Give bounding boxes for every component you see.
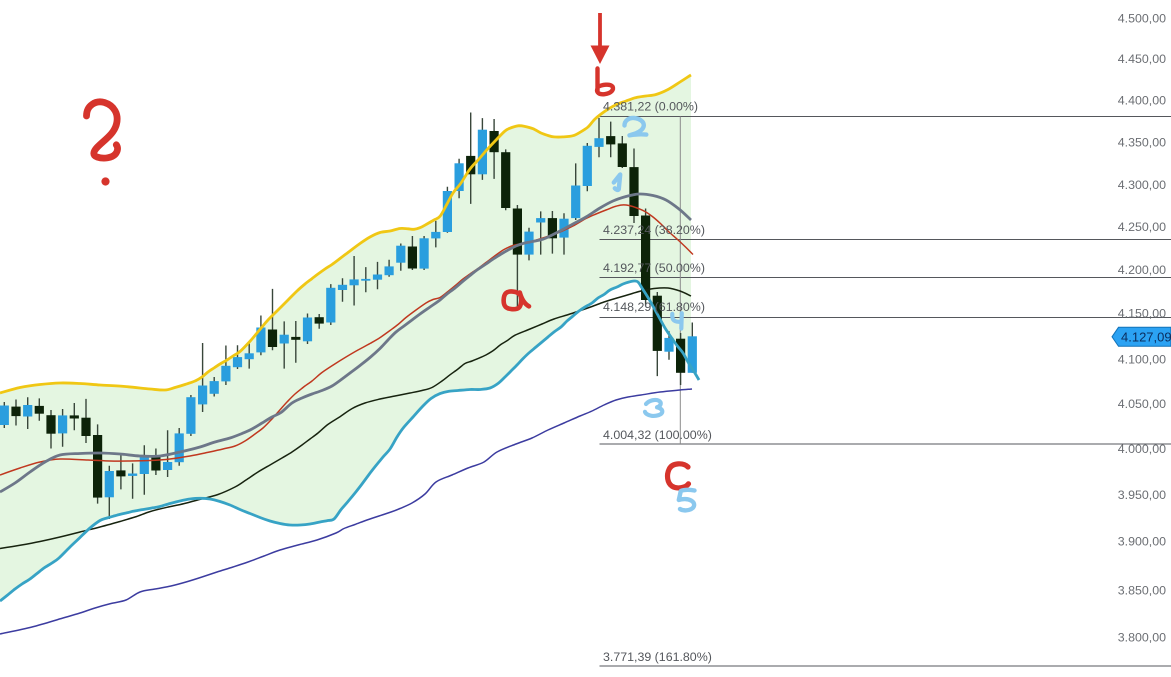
svg-text:4.200,00: 4.200,00 (1118, 263, 1166, 277)
svg-text:4.237,24 (38.20%): 4.237,24 (38.20%) (603, 223, 705, 237)
svg-text:4.127,09: 4.127,09 (1121, 329, 1171, 344)
svg-text:4.350,00: 4.350,00 (1118, 136, 1166, 150)
svg-text:4.004,32 (100.00%): 4.004,32 (100.00%) (603, 428, 712, 442)
svg-text:4.100,00: 4.100,00 (1118, 352, 1166, 366)
svg-text:4.381,22 (0.00%): 4.381,22 (0.00%) (603, 99, 698, 113)
svg-text:3.850,00: 3.850,00 (1118, 583, 1166, 597)
svg-text:4.300,00: 4.300,00 (1118, 178, 1166, 192)
svg-text:4.192,77 (50.00%): 4.192,77 (50.00%) (603, 261, 705, 275)
svg-text:4.150,00: 4.150,00 (1118, 306, 1166, 320)
svg-text:4.250,00: 4.250,00 (1118, 220, 1166, 234)
svg-text:4.400,00: 4.400,00 (1118, 94, 1166, 108)
svg-text:3.800,00: 3.800,00 (1118, 631, 1166, 645)
svg-text:3.950,00: 3.950,00 (1118, 488, 1166, 502)
svg-text:4.148,29 (61.80%): 4.148,29 (61.80%) (603, 300, 705, 314)
svg-text:4.450,00: 4.450,00 (1118, 52, 1166, 66)
svg-text:3.771,39 (161.80%): 3.771,39 (161.80%) (603, 650, 712, 664)
svg-text:3.900,00: 3.900,00 (1118, 534, 1166, 548)
svg-text:4.500,00: 4.500,00 (1118, 11, 1166, 25)
svg-text:4.000,00: 4.000,00 (1118, 442, 1166, 456)
svg-text:4.050,00: 4.050,00 (1118, 397, 1166, 411)
